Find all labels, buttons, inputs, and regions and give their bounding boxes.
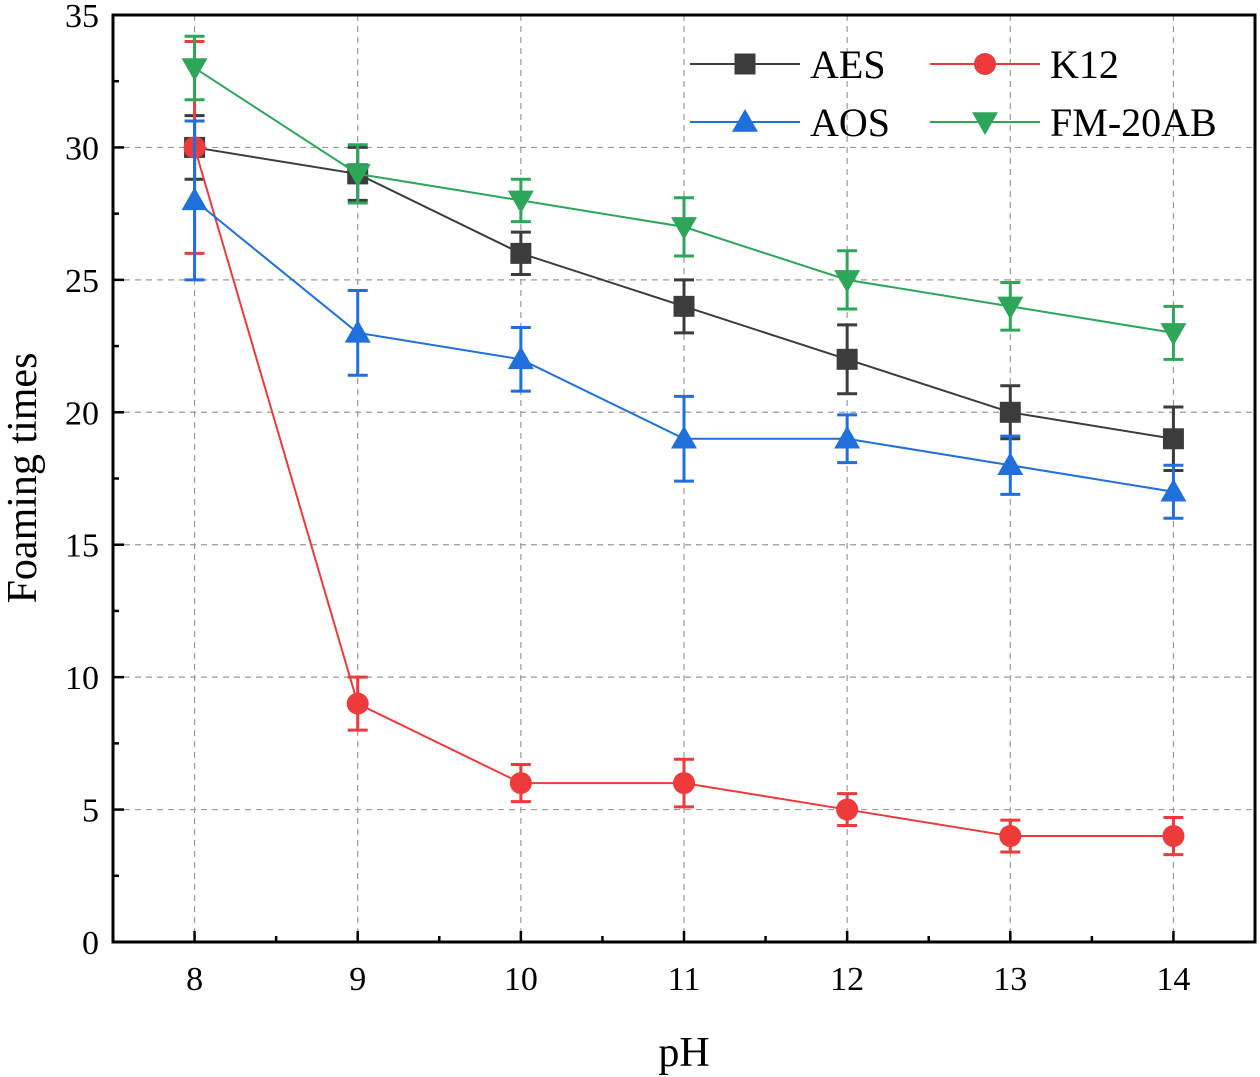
x-tick-label: 9 — [349, 961, 366, 998]
x-tick-label: 10 — [504, 961, 538, 998]
legend-marker — [732, 109, 758, 132]
ticks: 0 5 10 15 20 25 30 35 8 9 10 11 12 13 14 — [65, 0, 1190, 998]
data-point — [836, 348, 858, 370]
data-point — [181, 187, 208, 211]
data-point — [344, 319, 371, 343]
data-point — [346, 692, 369, 715]
legend-item-k12: K12 — [930, 42, 1119, 87]
data-point — [834, 425, 861, 449]
legend-marker — [734, 53, 756, 75]
series-aos — [181, 119, 1187, 520]
data-point — [510, 242, 532, 264]
legend-item-aos: AOS — [690, 100, 890, 145]
data-point — [671, 217, 697, 240]
legend-item-aes: AES — [690, 42, 886, 87]
data-point — [834, 270, 861, 293]
y-tick-label: 25 — [65, 263, 99, 300]
data-point — [999, 401, 1021, 423]
data-point — [1160, 478, 1187, 502]
y-axis-title: Foaming times — [0, 353, 46, 604]
y-tick-label: 20 — [65, 395, 99, 432]
data-point — [181, 58, 208, 81]
x-tick-label: 14 — [1156, 961, 1190, 998]
legend-label: AOS — [810, 100, 890, 145]
y-tick-label: 5 — [82, 793, 99, 830]
data-point — [507, 190, 534, 214]
y-tick-label: 15 — [65, 528, 99, 565]
data-point — [344, 164, 371, 187]
legend-marker — [972, 112, 998, 135]
data-point — [1162, 428, 1184, 450]
x-tick-label: 8 — [186, 961, 203, 998]
series-fm-20ab — [181, 34, 1187, 361]
legend-marker — [974, 53, 996, 75]
data-point — [1162, 825, 1185, 848]
x-tick-label: 13 — [993, 961, 1027, 998]
x-axis-title: pH — [658, 1030, 709, 1076]
data-point — [836, 798, 859, 821]
legend-item-fm-20ab: FM-20AB — [930, 100, 1217, 145]
x-tick-label: 12 — [830, 961, 864, 998]
data-point — [673, 295, 695, 317]
data-point — [507, 346, 534, 370]
legend-label: K12 — [1050, 42, 1119, 87]
legend-label: AES — [810, 42, 886, 87]
y-tick-label: 35 — [65, 0, 99, 35]
data-point — [671, 425, 697, 449]
data-point — [997, 296, 1024, 320]
data-point — [673, 772, 695, 795]
series-layer — [181, 34, 1187, 857]
legend: AES K12 AOS FM-20AB — [690, 42, 1217, 145]
data-point — [509, 772, 532, 795]
data-point — [997, 452, 1024, 476]
x-tick-label: 11 — [668, 961, 701, 998]
legend-label: FM-20AB — [1050, 100, 1217, 145]
data-point — [999, 825, 1022, 848]
y-tick-label: 10 — [65, 660, 99, 697]
y-tick-label: 0 — [82, 925, 99, 962]
y-tick-label: 30 — [65, 130, 99, 167]
data-point — [1160, 323, 1187, 346]
